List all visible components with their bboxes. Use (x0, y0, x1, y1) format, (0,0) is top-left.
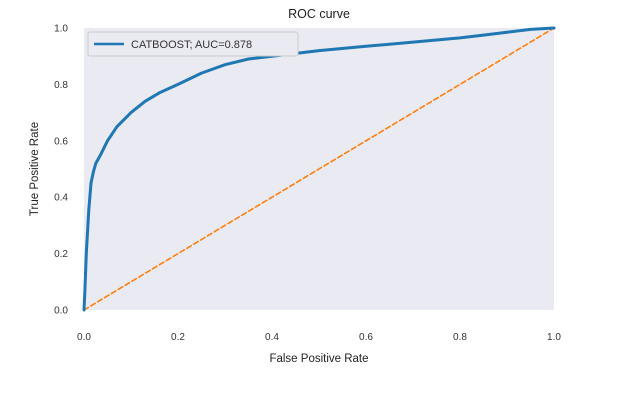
y-tick-label: 0.0 (54, 306, 68, 317)
x-tick-label: 0.2 (171, 332, 185, 343)
series-layer (82, 26, 556, 312)
x-tick-label: 0.0 (77, 332, 91, 343)
x-axis-label: False Positive Rate (269, 353, 368, 365)
x-tick-label: 0.8 (453, 332, 467, 343)
x-tick-label: 0.4 (265, 332, 279, 343)
x-tick-labels: 0.0 0.2 0.4 0.6 0.8 1.0 (77, 332, 561, 343)
y-tick-label: 0.8 (54, 80, 68, 91)
y-tick-label: 1.0 (54, 24, 68, 35)
x-tick-label: 0.6 (359, 332, 373, 343)
x-tick-label: 1.0 (547, 332, 561, 343)
legend: CATBOOST; AUC=0.878 (87, 31, 299, 57)
roc-curve-catboost (82, 26, 556, 312)
y-axis-label: True Positive Rate (29, 122, 41, 216)
legend-box (87, 31, 299, 57)
legend-label-catboost: CATBOOST; AUC=0.878 (131, 39, 252, 51)
y-tick-labels: 0.0 0.2 0.4 0.6 0.8 1.0 (54, 24, 68, 317)
y-tick-label: 0.2 (54, 249, 68, 260)
y-tick-label: 0.4 (54, 193, 68, 204)
baseline-diagonal-line (83, 27, 555, 311)
chart-title: ROC curve (288, 7, 350, 21)
y-tick-label: 0.6 (54, 136, 68, 147)
